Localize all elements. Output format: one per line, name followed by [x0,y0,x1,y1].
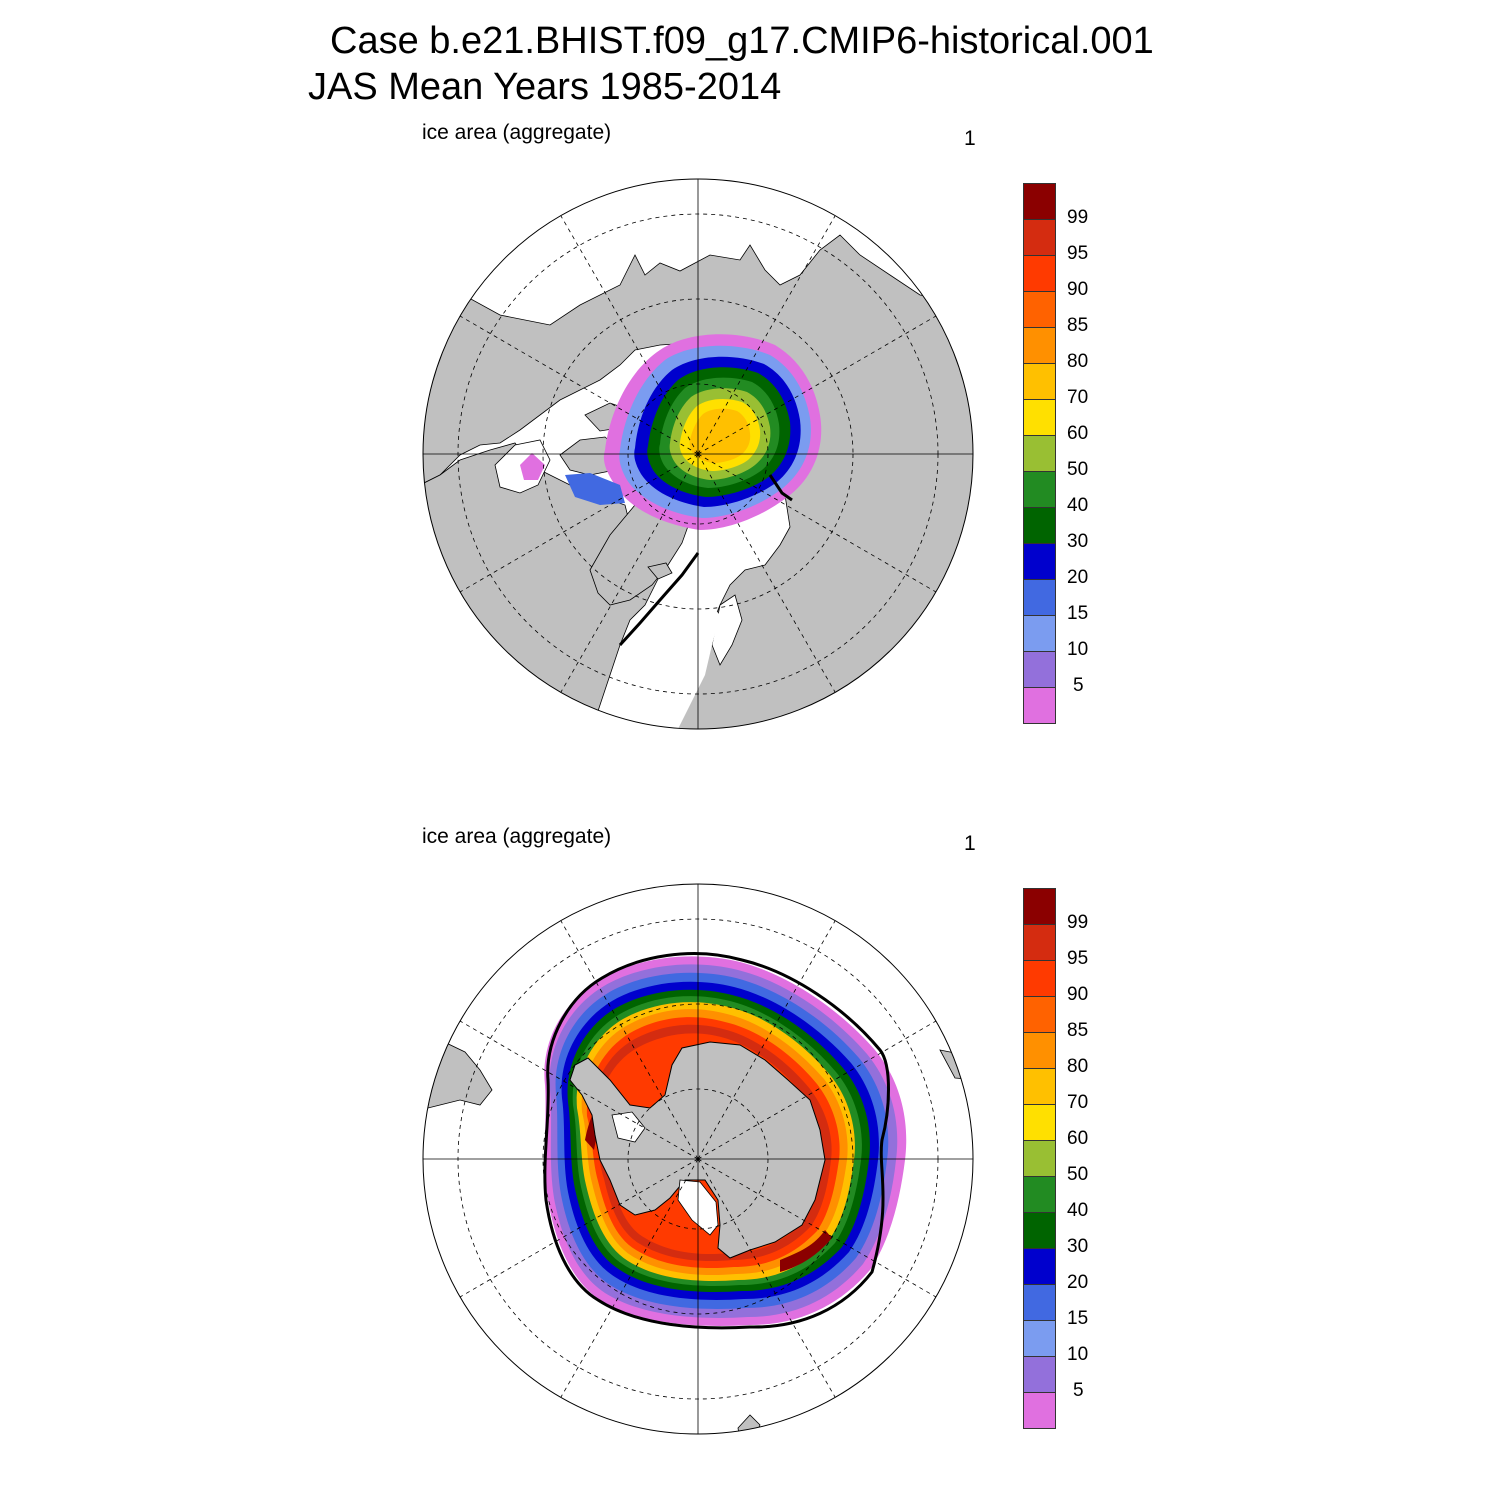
colorbar-tick-label: 95 [1067,243,1089,264]
colorbar-swatch [1023,1248,1056,1285]
colorbar-tick-label: 70 [1067,387,1089,408]
colorbar-tick-label: 85 [1067,315,1089,336]
colorbar-swatch [1023,1104,1056,1141]
ice-edge-contour [768,474,793,502]
figure-title-line2: JAS Mean Years 1985-2014 [308,66,782,108]
colorbar-swatch [1023,1320,1056,1357]
colorbar-tick-label: 60 [1067,423,1089,444]
colorbar-swatch [1023,1392,1056,1429]
colorbar-swatch [1023,219,1056,256]
south-panel-right-label: 1 [964,832,976,855]
colorbar-tick-label: 40 [1067,1200,1089,1221]
colorbar-swatch [1023,1212,1056,1249]
weddell-ice-shelf [611,1111,646,1143]
colorbar-swatch [1023,651,1056,688]
colorbar-swatch [1023,1140,1056,1177]
colorbar-tick-label: 70 [1067,1092,1089,1113]
colorbar-swatch [1023,1032,1056,1069]
south-polar-map [422,883,974,1435]
colorbar-swatch [1023,327,1056,364]
colorbar-tick-label: 20 [1067,567,1089,588]
observed-ice-edge [543,952,890,1330]
ice-edge-contour [618,552,700,647]
colorbar-swatch [1023,1176,1056,1213]
colorbar-swatch [1023,996,1056,1033]
colorbar-swatch [1023,615,1056,652]
colorbar-swatch [1023,543,1056,580]
colorbar-tick-label: 99 [1067,207,1089,228]
colorbar-swatch [1023,579,1056,616]
colorbar-swatch [1023,687,1056,724]
colorbar-swatch [1023,183,1056,220]
colorbar-swatch [1023,1356,1056,1393]
hudson-ice [520,453,545,480]
colorbar-tick-label: 15 [1067,1308,1089,1329]
antarctica-land [569,1041,826,1259]
colorbar-swatch [1023,507,1056,544]
colorbar-swatch [1023,255,1056,292]
eurasia-land [423,234,973,729]
colorbar-tick-label: 85 [1067,1020,1089,1041]
colorbar-tick-label: 95 [1067,948,1089,969]
colorbar-tick-label: 80 [1067,351,1089,372]
colorbar-swatch [1023,399,1056,436]
colorbar-tick-label: 20 [1067,1272,1089,1293]
colorbar-swatch [1023,363,1056,400]
iceland-land [647,562,673,580]
colorbar-tick-label: 30 [1067,531,1089,552]
colorbar-tick-label: 5 [1073,1380,1084,1401]
colorbar-swatch [1023,888,1056,925]
colorbar-tick-label: 60 [1067,1128,1089,1149]
colorbar-swatch [1023,1284,1056,1321]
north-panel-right-label: 1 [964,127,976,150]
colorbar-tick-label: 30 [1067,1236,1089,1257]
north-polar-map [422,178,974,730]
north-colorbar: 99 95 90 85 80 70 60 50 40 30 20 15 10 5 [1023,183,1088,724]
colorbar-tick-label: 40 [1067,495,1089,516]
south-panel-label: ice area (aggregate) [422,825,612,848]
colorbar-tick-label: 10 [1067,639,1089,660]
colorbar-tick-label: 50 [1067,1164,1089,1185]
colorbar-tick-label: 90 [1067,984,1089,1005]
colorbar-tick-label: 5 [1073,675,1084,696]
north-panel-label: ice area (aggregate) [422,121,612,144]
south-colorbar: 99 95 90 85 80 70 60 50 40 30 20 15 10 5 [1023,888,1088,1429]
colorbar-swatch [1023,291,1056,328]
baffin-ice [565,473,625,505]
colorbar-tick-label: 50 [1067,459,1089,480]
figure-title-line1: Case b.e21.BHIST.f09_g17.CMIP6-historica… [330,20,1154,62]
colorbar-swatch [1023,960,1056,997]
colorbar-swatch [1023,435,1056,472]
colorbar-tick-label: 15 [1067,603,1089,624]
atlantic-water [650,605,720,729]
colorbar-swatch [1023,471,1056,508]
colorbar-tick-label: 10 [1067,1344,1089,1365]
arctic-sea-ice [603,334,822,530]
colorbar-tick-label: 80 [1067,1056,1089,1077]
colorbar-swatch [1023,924,1056,961]
colorbar-tick-label: 90 [1067,279,1089,300]
colorbar-swatch [1023,1068,1056,1105]
colorbar-tick-label: 99 [1067,912,1089,933]
